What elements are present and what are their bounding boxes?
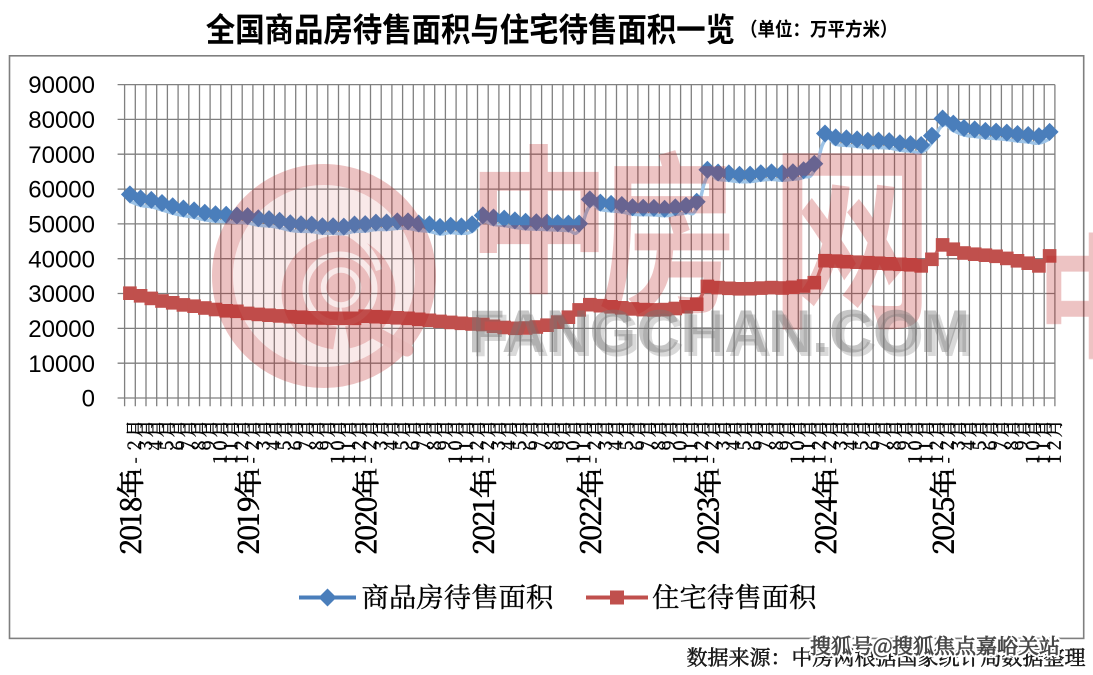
svg-text:FANGCHAN.COM: FANGCHAN.COM bbox=[472, 302, 975, 369]
svg-text:30000: 30000 bbox=[28, 281, 95, 308]
svg-text:70000: 70000 bbox=[28, 142, 95, 169]
svg-text:80000: 80000 bbox=[28, 107, 95, 134]
svg-text:90000: 90000 bbox=[28, 72, 95, 99]
svg-text:20000: 20000 bbox=[28, 316, 95, 343]
svg-text:FANGCHAN.COM: FANGCHAN.COM bbox=[468, 298, 971, 365]
svg-text:50000: 50000 bbox=[28, 212, 95, 239]
svg-text:40000: 40000 bbox=[28, 246, 95, 273]
svg-text:10000: 10000 bbox=[28, 351, 95, 378]
svg-text:0: 0 bbox=[82, 386, 95, 413]
svg-text:60000: 60000 bbox=[28, 177, 95, 204]
